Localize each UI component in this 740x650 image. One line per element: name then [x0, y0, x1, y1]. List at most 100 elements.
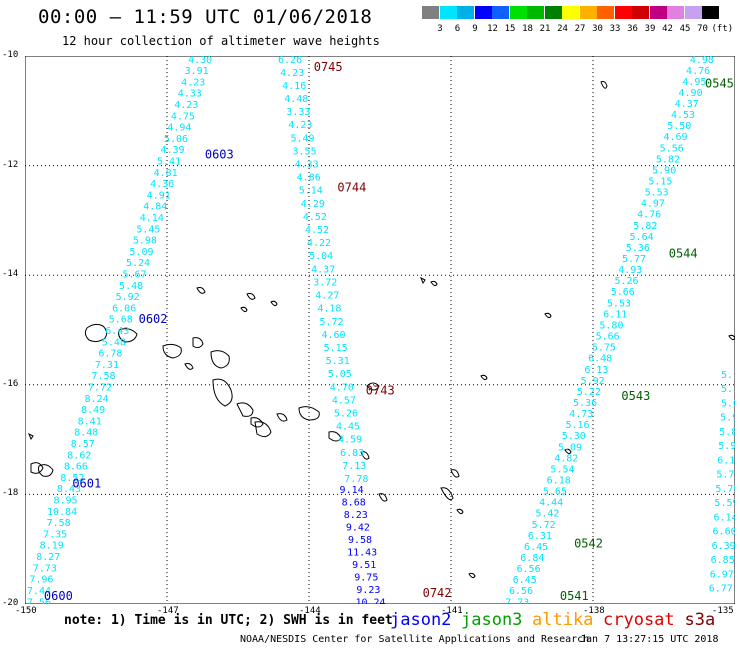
- wave-height-value: 4.30: [188, 56, 212, 66]
- wave-height-value: 4.36: [150, 179, 174, 190]
- wave-height-value: 5.92: [581, 376, 605, 387]
- legend-label: 70: [697, 24, 708, 34]
- island-outline: [378, 493, 388, 502]
- island-outline: [246, 293, 256, 300]
- pass-time-label: 0603: [205, 148, 234, 162]
- wave-height-value: 5.49: [290, 133, 314, 144]
- wave-height-value: 5.79: [715, 484, 735, 495]
- wave-height-value: 5.45: [136, 224, 160, 235]
- wave-height-value: 4.23: [181, 77, 205, 88]
- island-outline: [162, 343, 182, 359]
- wave-height-value: 8.19: [40, 541, 64, 552]
- wave-height-value: 7.44: [27, 586, 51, 597]
- wave-height-value: 5.66: [611, 287, 635, 298]
- wave-height-value: 5.04: [309, 251, 333, 262]
- wave-height-value: 4.86: [297, 173, 321, 184]
- wave-height-value: 4.37: [675, 99, 699, 110]
- wave-height-value: 7.58: [47, 518, 71, 529]
- wave-height-value: 5.92: [116, 292, 140, 303]
- wave-height-value: 8.24: [85, 394, 109, 405]
- wave-height-value: 5.78: [716, 470, 735, 481]
- island-outline: [118, 328, 138, 343]
- wave-height-value: 9.14: [340, 485, 364, 496]
- satellite-legend-entry: cryosat: [603, 610, 675, 630]
- wave-height-value: 5.26: [614, 276, 638, 287]
- wave-height-value: 5.14: [299, 186, 323, 197]
- wave-height-value: 6.31: [528, 531, 552, 542]
- wave-height-value: 6.45: [513, 575, 537, 586]
- wave-height-value: 5.82: [656, 154, 680, 165]
- wave-height-value: 5.90: [652, 165, 676, 176]
- wave-height-value: 10.84: [47, 507, 77, 518]
- wave-height-value: 5.41: [157, 156, 181, 167]
- wave-height-value: 5.09: [558, 442, 582, 453]
- wave-height-value: 6.48: [588, 354, 612, 365]
- wave-height-value: 4.52: [303, 212, 327, 223]
- wave-height-value: 4.23: [280, 68, 304, 79]
- wave-height-value: 5.09: [129, 247, 153, 258]
- wave-height-value: 5.64: [630, 232, 654, 243]
- wave-height-value: 5.95: [718, 441, 735, 452]
- satellite-legend-entry: altika: [532, 610, 594, 630]
- wave-height-value: 6.45: [524, 542, 548, 553]
- wave-height-value: 4.81: [154, 168, 178, 179]
- pass-time-label: 0742: [423, 586, 452, 600]
- island-outline: [728, 334, 735, 341]
- wave-height-value: 4.98: [690, 56, 714, 66]
- wave-height-value: 6.78: [98, 349, 122, 360]
- legend-swatch: [649, 6, 667, 19]
- wave-height-value: 4.37: [311, 264, 335, 275]
- longitude-tick-label: -147: [157, 606, 179, 616]
- island-outline: [564, 448, 572, 455]
- wave-height-value: 4.48: [284, 94, 308, 105]
- wave-height-value: 7.72: [88, 383, 112, 394]
- wave-height-value: 7.73: [33, 563, 57, 574]
- longitude-tick-label: -141: [441, 606, 463, 616]
- wave-height-value: 4.39: [160, 145, 184, 156]
- wave-height-value: 3.72: [313, 277, 337, 288]
- wave-height-value: 4.22: [307, 238, 331, 249]
- wave-height-value: 9.75: [354, 572, 378, 583]
- wave-height-value: 4.53: [671, 110, 695, 121]
- wave-height-value: 4.95: [682, 77, 706, 88]
- wave-height-value: 3.55: [293, 146, 317, 157]
- wave-height-value: 5.67: [123, 269, 147, 280]
- wave-height-value: 5.98: [133, 236, 157, 247]
- wave-height-value: 5.24: [126, 258, 150, 269]
- wave-height-value: 5.30: [721, 384, 735, 395]
- pass-time-label: 0545: [705, 76, 734, 90]
- lat-lon-grid: [25, 56, 735, 604]
- wave-height-value: 6.26: [278, 56, 302, 66]
- map-frame: [25, 56, 735, 604]
- wave-height-value: 5.65: [543, 487, 567, 498]
- wave-height-value: 4.97: [641, 199, 665, 210]
- pass-time-label: 0745: [314, 60, 343, 74]
- pass-time-label: 0743: [366, 383, 395, 397]
- wave-height-value: 5.68: [109, 315, 133, 326]
- wave-height-value: 6.84: [520, 553, 544, 564]
- legend-swatch: [667, 6, 684, 19]
- wave-height-value: 4.94: [167, 123, 191, 134]
- legend-swatch: [597, 6, 614, 19]
- wave-height-value: 4.45: [336, 422, 360, 433]
- wave-height-value: 6.11: [603, 309, 627, 320]
- wave-height-value: 4.33: [178, 89, 202, 100]
- wave-height-value: 5.15: [648, 177, 672, 188]
- legend-swatch: [422, 6, 439, 19]
- wave-height-value: 9.51: [352, 560, 376, 571]
- wave-height-value: 5.72: [532, 520, 556, 531]
- island-outline: [440, 487, 454, 501]
- wave-height-value: 4.93: [618, 265, 642, 276]
- island-outline: [236, 402, 254, 417]
- legend-label: 45: [679, 24, 691, 34]
- legend-swatch: [632, 6, 649, 19]
- wave-height-value: 5.48: [119, 281, 143, 292]
- island-outline: [298, 406, 320, 421]
- wave-height-value: 5.56: [660, 143, 684, 154]
- legend-label: 33: [609, 24, 621, 34]
- island-outline: [360, 451, 370, 460]
- wave-height-value: 6.56: [509, 586, 533, 597]
- wave-height-value: 7.13: [342, 461, 366, 472]
- wave-height-value: 7.58: [91, 371, 115, 382]
